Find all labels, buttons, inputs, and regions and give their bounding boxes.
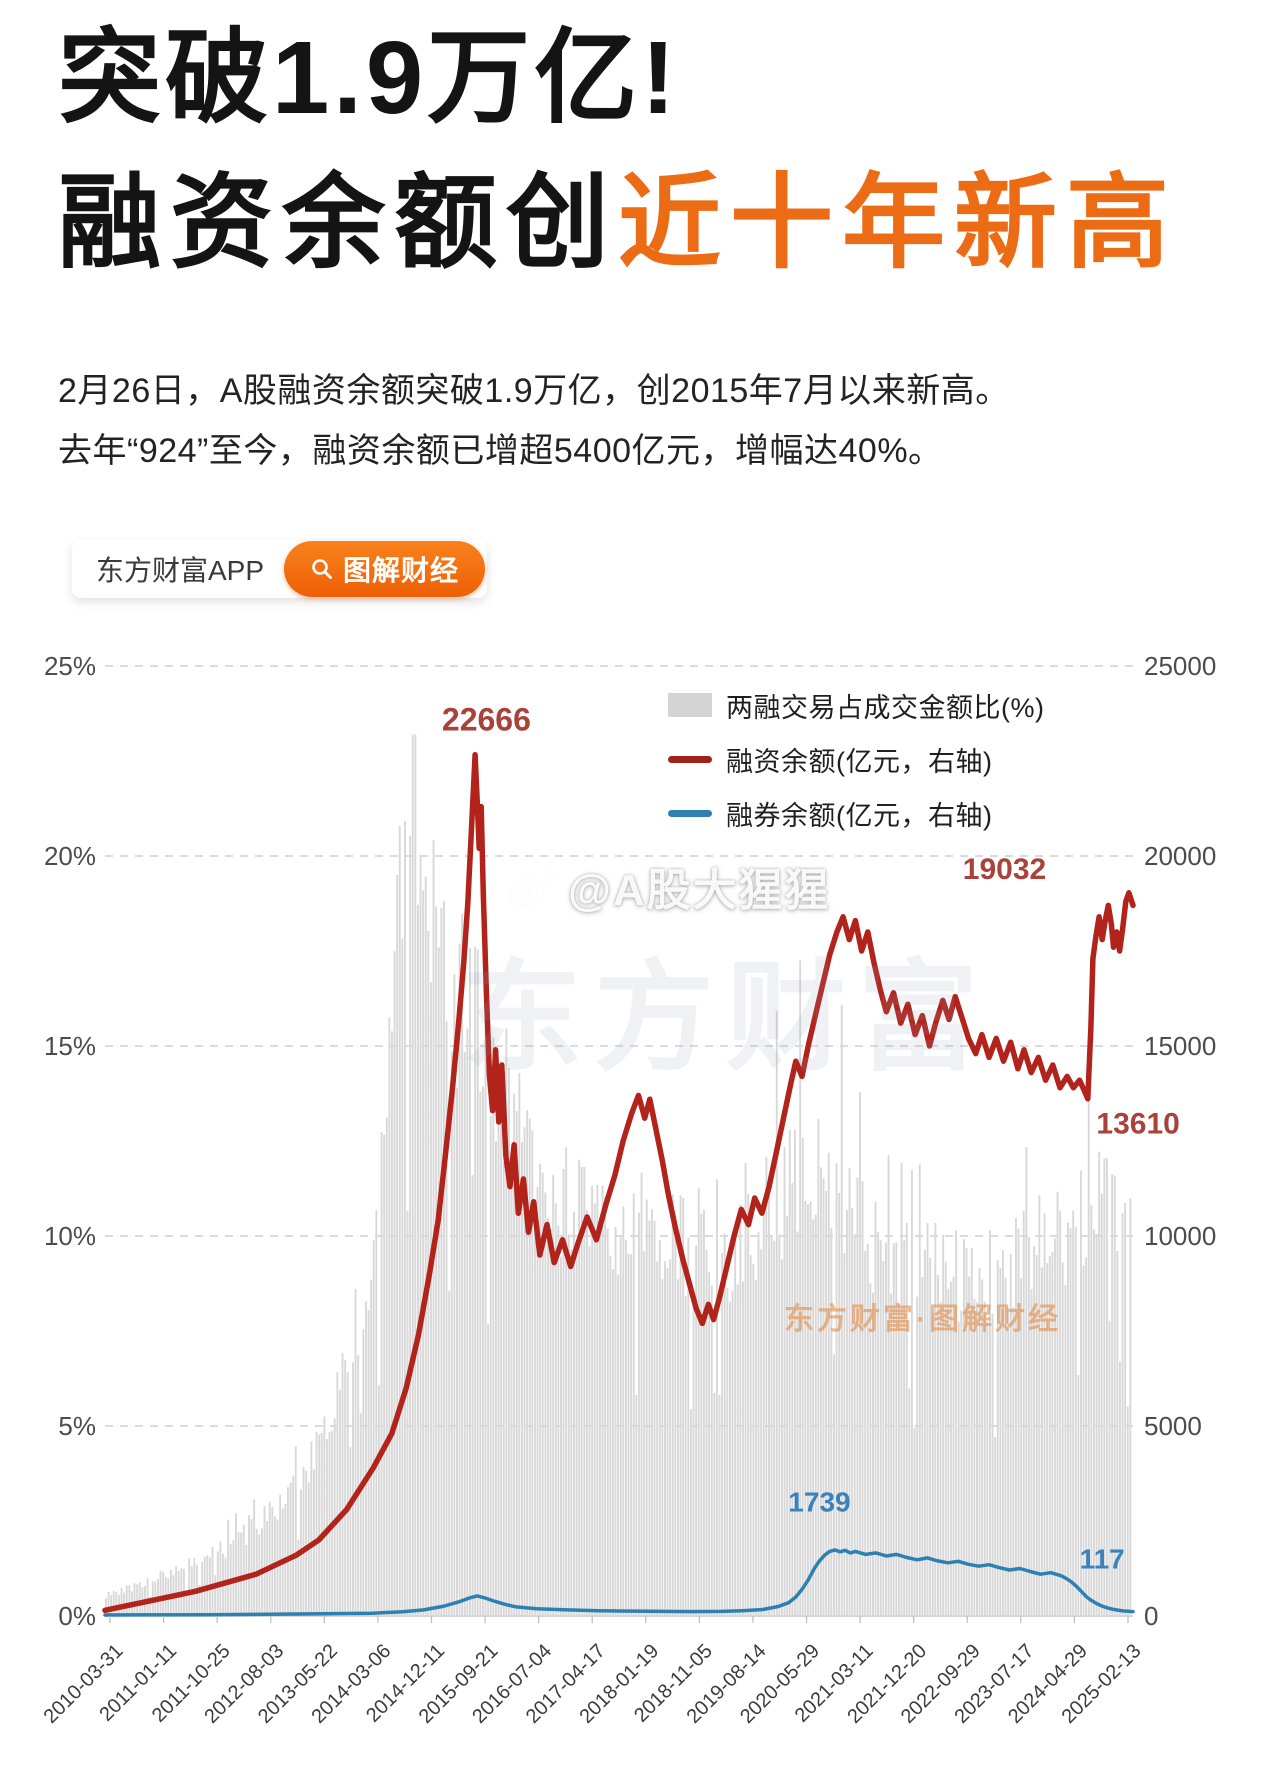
legend-item-0: 两融交易占成交金额比(%) [668, 686, 1045, 724]
intro-paragraph: 2月26日，A股融资余额突破1.9万亿，创2015年7月以来新高。 去年“924… [58, 362, 1233, 482]
turnover-ratio-bars [105, 734, 1132, 1616]
left-axis-tick: 15% [44, 1031, 96, 1061]
right-axis-tick: 10000 [1144, 1221, 1216, 1251]
chart-channel-button[interactable]: 图解财经 [284, 541, 486, 597]
right-axis-tick: 25000 [1144, 651, 1216, 681]
data-label-1739: 1739 [788, 1487, 850, 1518]
data-label-13610: 13610 [1096, 1107, 1179, 1140]
right-axis-tick: 15000 [1144, 1031, 1216, 1061]
app-name-label: 东方财富APP [96, 555, 265, 586]
legend-label: 融资余额(亿元，右轴) [726, 746, 993, 777]
data-label-22666: 22666 [442, 702, 531, 738]
legend-swatch-line [668, 809, 712, 817]
data-label-117: 117 [1080, 1544, 1125, 1575]
left-axis-tick: 25% [44, 651, 96, 681]
headline: 突破1.9万亿! 融资余额创近十年新高 [58, 26, 1248, 274]
legend-label: 两融交易占成交金额比(%) [726, 692, 1045, 723]
right-axis-tick: 0 [1144, 1601, 1158, 1631]
legend-item-1: 融资余额(亿元，右轴) [668, 740, 1045, 778]
data-label-19032: 19032 [963, 853, 1046, 886]
intro-line2: 去年“924”至今，融资余额已增超5400亿元，增幅达40%。 [58, 431, 943, 470]
legend-swatch-bar [668, 693, 712, 717]
headline-line1: 突破1.9万亿! [58, 20, 680, 135]
source-badge: 东方财富APP 图解财经 [72, 540, 488, 598]
securities-lending-line [103, 1548, 1135, 1617]
intro-line1: 2月26日，A股融资余额突破1.9万亿，创2015年7月以来新高。 [58, 372, 1010, 410]
legend-item-2: 融券余额(亿元，右轴) [668, 794, 1045, 832]
left-axis-tick: 20% [44, 841, 96, 871]
financing-balance-line [102, 751, 1136, 1614]
headline-line2-accent: 近十年新高 [618, 165, 1178, 280]
left-axis-tick: 10% [44, 1221, 96, 1251]
right-axis-tick: 20000 [1144, 841, 1216, 871]
legend-swatch-line [668, 755, 712, 763]
legend-label: 融券余额(亿元，右轴) [726, 800, 993, 831]
left-axis-tick: 0% [58, 1601, 96, 1631]
right-axis-tick: 5000 [1144, 1411, 1202, 1441]
headline-line2: 融资余额创近十年新高 [58, 171, 1248, 274]
headline-line2-dark: 融资余额创 [58, 165, 618, 280]
chart-channel-label: 图解财经 [343, 555, 460, 586]
left-axis-tick: 5% [58, 1411, 96, 1441]
chart-legend: 两融交易占成交金额比(%) 融资余额(亿元，右轴) 融券余额(亿元，右轴) [668, 686, 1045, 832]
search-icon [310, 557, 334, 581]
